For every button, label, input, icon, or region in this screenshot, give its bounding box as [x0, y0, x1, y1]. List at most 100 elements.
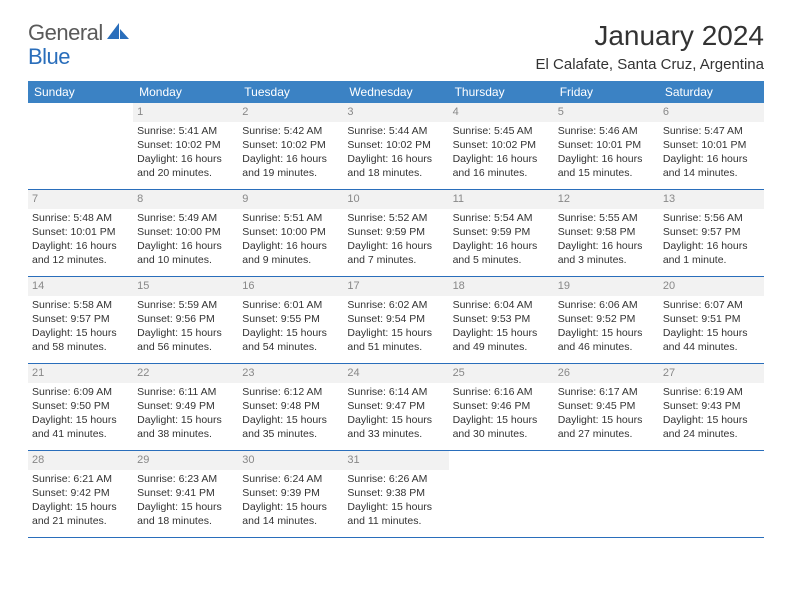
week-row: 28Sunrise: 6:21 AMSunset: 9:42 PMDayligh… [28, 451, 764, 538]
day-cell: 2Sunrise: 5:42 AMSunset: 10:02 PMDayligh… [238, 103, 343, 189]
daylight-text: Daylight: 16 hours and 18 minutes. [347, 152, 444, 180]
day-cell: 13Sunrise: 5:56 AMSunset: 9:57 PMDayligh… [659, 190, 764, 276]
sunset-text: Sunset: 10:02 PM [242, 138, 339, 152]
sunset-text: Sunset: 9:59 PM [347, 225, 444, 239]
sunset-text: Sunset: 9:42 PM [32, 486, 129, 500]
day-number [28, 103, 133, 122]
sunrise-text: Sunrise: 6:02 AM [347, 298, 444, 312]
daylight-text: Daylight: 16 hours and 3 minutes. [558, 239, 655, 267]
day-number: 26 [554, 364, 659, 383]
sunrise-text: Sunrise: 6:07 AM [663, 298, 760, 312]
sunrise-text: Sunrise: 6:17 AM [558, 385, 655, 399]
sunset-text: Sunset: 9:39 PM [242, 486, 339, 500]
day-cell [28, 103, 133, 189]
brand-general: General [28, 20, 103, 46]
day-number: 27 [659, 364, 764, 383]
brand-logo: General [28, 20, 131, 46]
calendar-body: 1Sunrise: 5:41 AMSunset: 10:02 PMDayligh… [28, 103, 764, 538]
daylight-text: Daylight: 15 hours and 14 minutes. [242, 500, 339, 528]
sunrise-text: Sunrise: 6:12 AM [242, 385, 339, 399]
sunrise-text: Sunrise: 5:48 AM [32, 211, 129, 225]
day-number: 18 [449, 277, 554, 296]
sunrise-text: Sunrise: 6:11 AM [137, 385, 234, 399]
sunrise-text: Sunrise: 5:47 AM [663, 124, 760, 138]
daylight-text: Daylight: 16 hours and 15 minutes. [558, 152, 655, 180]
day-cell: 31Sunrise: 6:26 AMSunset: 9:38 PMDayligh… [343, 451, 448, 537]
sunset-text: Sunset: 9:54 PM [347, 312, 444, 326]
day-cell: 6Sunrise: 5:47 AMSunset: 10:01 PMDayligh… [659, 103, 764, 189]
sunset-text: Sunset: 9:50 PM [32, 399, 129, 413]
daylight-text: Daylight: 16 hours and 14 minutes. [663, 152, 760, 180]
daylight-text: Daylight: 15 hours and 41 minutes. [32, 413, 129, 441]
daylight-text: Daylight: 15 hours and 33 minutes. [347, 413, 444, 441]
sunset-text: Sunset: 10:01 PM [558, 138, 655, 152]
sunset-text: Sunset: 10:02 PM [347, 138, 444, 152]
daylight-text: Daylight: 16 hours and 20 minutes. [137, 152, 234, 180]
daylight-text: Daylight: 15 hours and 54 minutes. [242, 326, 339, 354]
weekday-sunday: Sunday [28, 81, 133, 103]
day-cell [554, 451, 659, 537]
day-number: 23 [238, 364, 343, 383]
day-number: 8 [133, 190, 238, 209]
sunrise-text: Sunrise: 6:23 AM [137, 472, 234, 486]
daylight-text: Daylight: 15 hours and 51 minutes. [347, 326, 444, 354]
daylight-text: Daylight: 16 hours and 9 minutes. [242, 239, 339, 267]
week-row: 14Sunrise: 5:58 AMSunset: 9:57 PMDayligh… [28, 277, 764, 364]
daylight-text: Daylight: 16 hours and 7 minutes. [347, 239, 444, 267]
day-number: 4 [449, 103, 554, 122]
daylight-text: Daylight: 15 hours and 58 minutes. [32, 326, 129, 354]
sunrise-text: Sunrise: 5:58 AM [32, 298, 129, 312]
day-cell: 18Sunrise: 6:04 AMSunset: 9:53 PMDayligh… [449, 277, 554, 363]
sunrise-text: Sunrise: 5:55 AM [558, 211, 655, 225]
day-number: 21 [28, 364, 133, 383]
week-row: 1Sunrise: 5:41 AMSunset: 10:02 PMDayligh… [28, 103, 764, 190]
daylight-text: Daylight: 16 hours and 1 minute. [663, 239, 760, 267]
sunset-text: Sunset: 10:00 PM [137, 225, 234, 239]
day-cell: 20 Sunrise: 6:07 AMSunset: 9:51 PMDayligh… [659, 277, 764, 363]
day-cell: 26Sunrise: 6:17 AMSunset: 9:45 PMDayligh… [554, 364, 659, 450]
sunset-text: Sunset: 9:48 PM [242, 399, 339, 413]
month-title: January 2024 [536, 20, 764, 52]
sunset-text: Sunset: 9:51 PM [663, 312, 760, 326]
day-cell: 9Sunrise: 5:51 AMSunset: 10:00 PMDayligh… [238, 190, 343, 276]
sunrise-text: Sunrise: 5:51 AM [242, 211, 339, 225]
day-number: 13 [659, 190, 764, 209]
sunrise-text: Sunrise: 5:46 AM [558, 124, 655, 138]
day-cell: 25Sunrise: 6:16 AMSunset: 9:46 PMDayligh… [449, 364, 554, 450]
sunset-text: Sunset: 10:00 PM [242, 225, 339, 239]
day-cell: 8Sunrise: 5:49 AMSunset: 10:00 PMDayligh… [133, 190, 238, 276]
weekday-thursday: Thursday [449, 81, 554, 103]
week-row: 21Sunrise: 6:09 AMSunset: 9:50 PMDayligh… [28, 364, 764, 451]
daylight-text: Daylight: 16 hours and 12 minutes. [32, 239, 129, 267]
day-cell: 10Sunrise: 5:52 AMSunset: 9:59 PMDayligh… [343, 190, 448, 276]
day-number: 20 [659, 277, 764, 296]
sunrise-text: Sunrise: 5:44 AM [347, 124, 444, 138]
sunset-text: Sunset: 9:38 PM [347, 486, 444, 500]
sunrise-text: Sunrise: 5:56 AM [663, 211, 760, 225]
sunrise-text: Sunrise: 6:09 AM [32, 385, 129, 399]
brand-blue-wrap: Blue [28, 44, 70, 70]
day-cell: 3Sunrise: 5:44 AMSunset: 10:02 PMDayligh… [343, 103, 448, 189]
day-number: 28 [28, 451, 133, 470]
day-number: 12 [554, 190, 659, 209]
daylight-text: Daylight: 15 hours and 49 minutes. [453, 326, 550, 354]
daylight-text: Daylight: 15 hours and 35 minutes. [242, 413, 339, 441]
sunset-text: Sunset: 9:45 PM [558, 399, 655, 413]
sunrise-text: Sunrise: 5:42 AM [242, 124, 339, 138]
sunset-text: Sunset: 9:58 PM [558, 225, 655, 239]
day-cell: 24Sunrise: 6:14 AMSunset: 9:47 PMDayligh… [343, 364, 448, 450]
daylight-text: Daylight: 15 hours and 44 minutes. [663, 326, 760, 354]
day-cell: 19Sunrise: 6:06 AMSunset: 9:52 PMDayligh… [554, 277, 659, 363]
sunset-text: Sunset: 10:02 PM [137, 138, 234, 152]
week-row: 7Sunrise: 5:48 AMSunset: 10:01 PMDayligh… [28, 190, 764, 277]
weekday-wednesday: Wednesday [343, 81, 448, 103]
day-cell: 16Sunrise: 6:01 AMSunset: 9:55 PMDayligh… [238, 277, 343, 363]
sunrise-text: Sunrise: 6:14 AM [347, 385, 444, 399]
sunrise-text: Sunrise: 5:41 AM [137, 124, 234, 138]
sunrise-text: Sunrise: 6:26 AM [347, 472, 444, 486]
day-number: 22 [133, 364, 238, 383]
day-number [659, 451, 764, 470]
sunset-text: Sunset: 9:46 PM [453, 399, 550, 413]
day-cell: 29Sunrise: 6:23 AMSunset: 9:41 PMDayligh… [133, 451, 238, 537]
day-cell: 7Sunrise: 5:48 AMSunset: 10:01 PMDayligh… [28, 190, 133, 276]
